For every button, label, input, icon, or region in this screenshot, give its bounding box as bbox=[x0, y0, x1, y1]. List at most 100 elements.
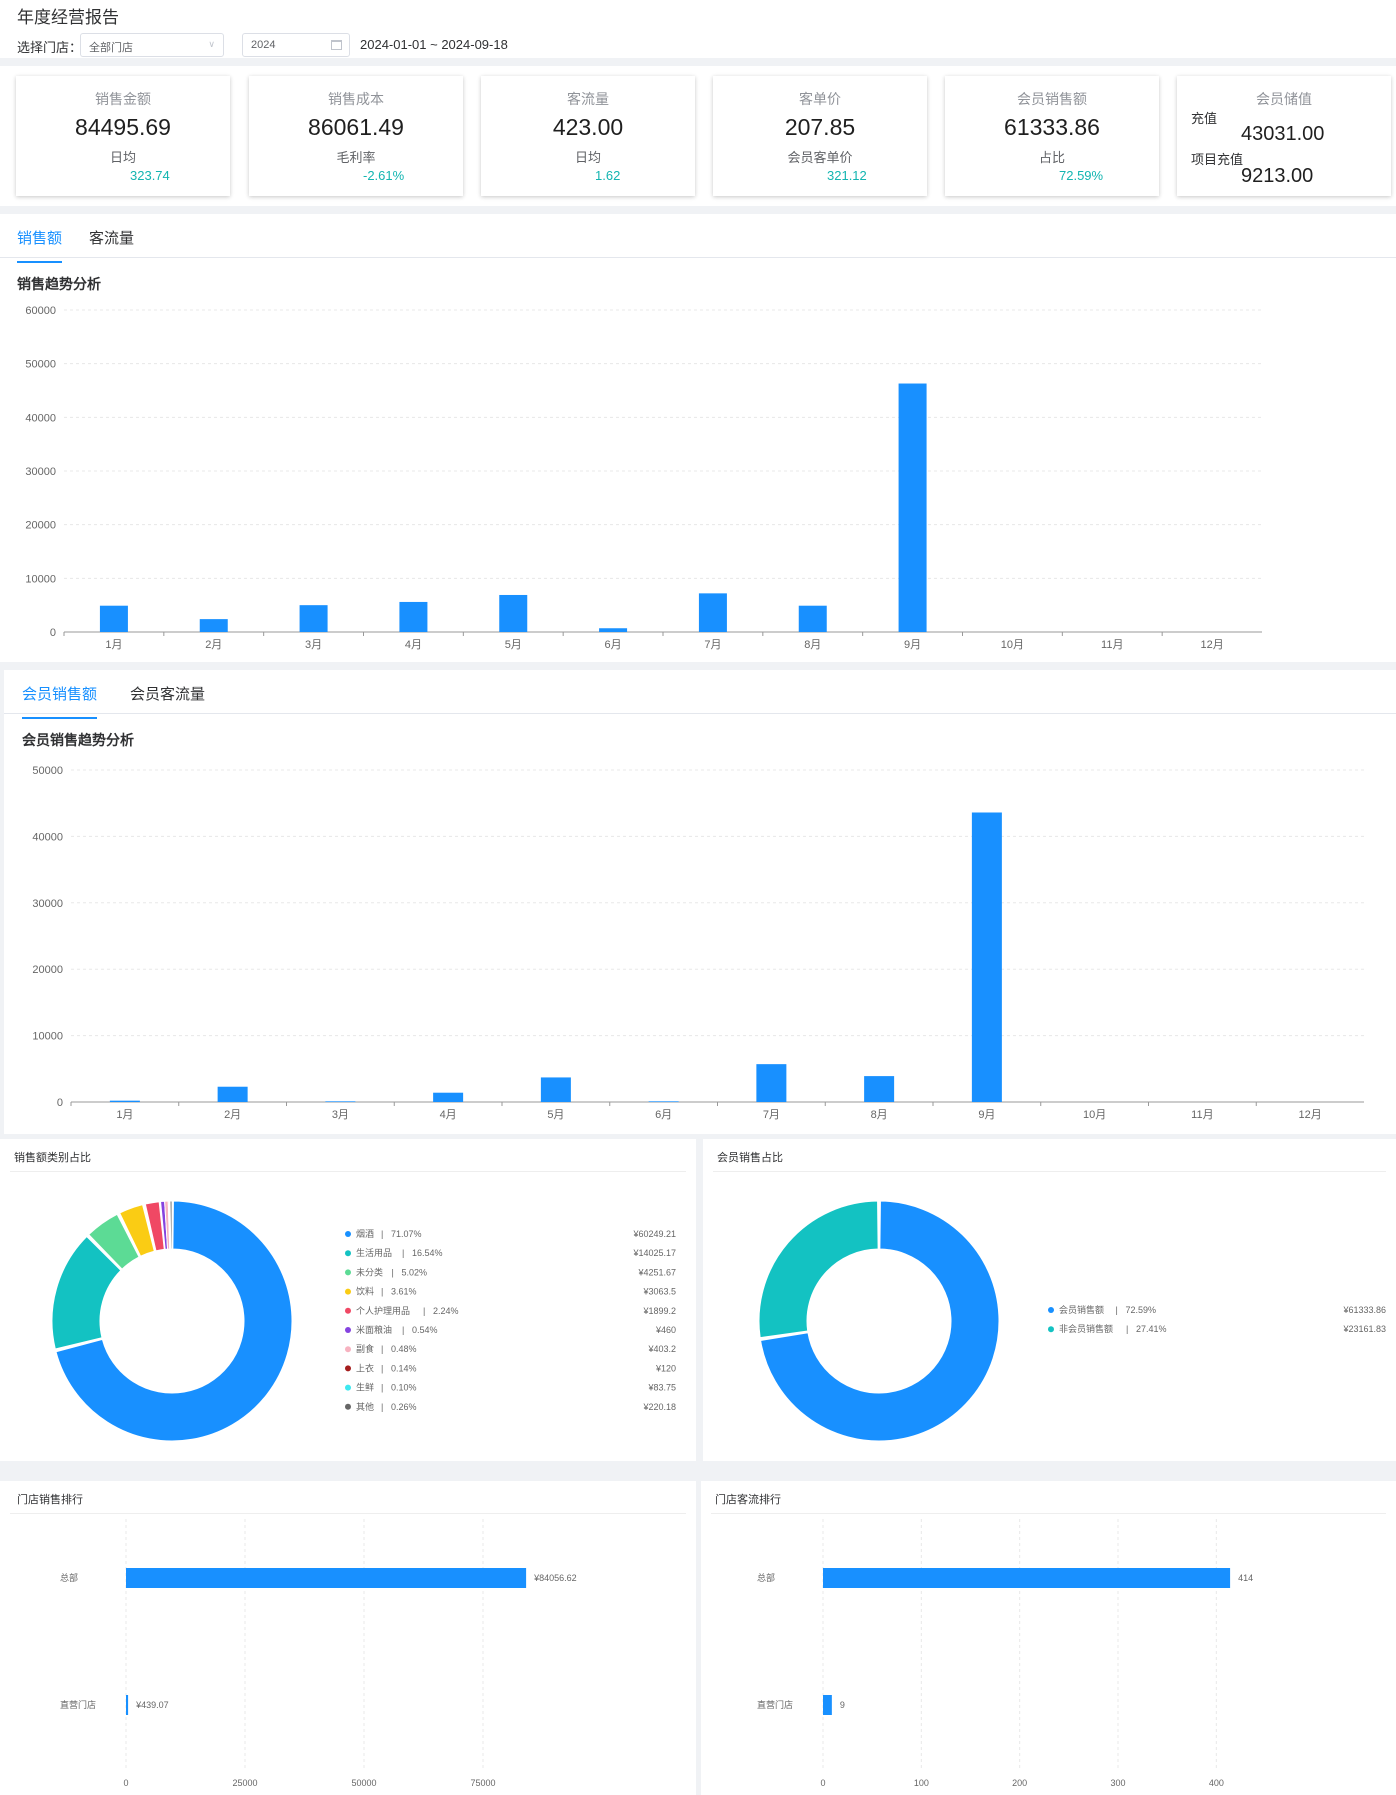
legend-name: 生活用品 bbox=[356, 1247, 392, 1258]
x-tick-label: 5月 bbox=[505, 639, 522, 651]
kpi-card-stored-value: 会员储值 充值 43031.00 项目充值 9213.00 bbox=[1177, 76, 1391, 196]
y-tick-label: 50000 bbox=[25, 359, 56, 371]
bar bbox=[823, 1695, 832, 1715]
legend-amount: ¥403.2 bbox=[647, 1344, 676, 1354]
chart-title: 会员销售趋势分析 bbox=[22, 732, 134, 748]
legend-name: 生鲜 bbox=[356, 1382, 374, 1393]
kpi-title: 会员储值 bbox=[1256, 91, 1312, 107]
chevron-down-icon: ∨ bbox=[208, 39, 215, 49]
kpi-title: 会员销售额 bbox=[1017, 91, 1087, 107]
legend-name: 个人护理用品 bbox=[356, 1305, 410, 1316]
bar bbox=[648, 1101, 679, 1102]
legend-amount: ¥120 bbox=[655, 1363, 676, 1373]
legend-separator: | bbox=[423, 1306, 425, 1316]
bar bbox=[698, 593, 727, 632]
legend-marker bbox=[345, 1231, 351, 1237]
y-tick-label: 60000 bbox=[25, 305, 56, 317]
kpi-value: 207.85 bbox=[784, 114, 856, 140]
bar bbox=[126, 1568, 527, 1588]
legend-name: 饮料 bbox=[356, 1286, 374, 1297]
legend-percent: 2.24% bbox=[433, 1306, 459, 1316]
legend-amount: ¥4251.67 bbox=[637, 1267, 676, 1277]
bar bbox=[898, 383, 927, 632]
legend-percent: 0.10% bbox=[391, 1383, 417, 1393]
bar bbox=[217, 1086, 248, 1102]
store-sales-ranking-chart: 0 25000 50000 75000 总部 ¥84056.62 直营门店 ¥439.07 bbox=[60, 1519, 577, 1788]
x-tick-label: 300 bbox=[1110, 1778, 1125, 1788]
bar bbox=[798, 605, 827, 632]
legend-percent: 3.61% bbox=[391, 1287, 417, 1297]
bar bbox=[399, 601, 428, 632]
x-tick-label: 3月 bbox=[332, 1109, 349, 1121]
x-tick-label: 7月 bbox=[763, 1109, 780, 1121]
legend-amount: ¥220.18 bbox=[642, 1402, 676, 1412]
legend-separator: | bbox=[402, 1325, 404, 1335]
page-title: 年度经营报告 bbox=[17, 8, 119, 27]
year-picker[interactable]: 2024 bbox=[242, 33, 350, 57]
y-tick-label: 10000 bbox=[32, 1031, 63, 1043]
kpi-sub-value: 72.59% bbox=[1059, 168, 1104, 183]
bar bbox=[499, 594, 528, 632]
bar bbox=[299, 605, 328, 632]
bar bbox=[540, 1077, 571, 1102]
kpi-sub-value: 1.62 bbox=[595, 168, 621, 183]
member-trend-panel: 会员销售额 会员客流量 会员销售趋势分析 0 10000 20000 30000 400… bbox=[4, 670, 1396, 1134]
x-tick-label: 6月 bbox=[605, 639, 622, 651]
x-tick-label: 100 bbox=[914, 1778, 929, 1788]
bar bbox=[756, 1064, 787, 1102]
legend-percent: 5.02% bbox=[402, 1267, 428, 1277]
y-tick-label: 20000 bbox=[32, 964, 63, 976]
divider bbox=[711, 1513, 1386, 1514]
kpi-card-ticket: 客单价 207.85 会员客单价 321.12 bbox=[713, 76, 927, 196]
x-tick-label: 10月 bbox=[1083, 1109, 1106, 1121]
kpi-sub-value: -2.61% bbox=[363, 168, 405, 183]
y-category-label: 总部 bbox=[60, 1572, 78, 1583]
x-tick-label: 25000 bbox=[232, 1778, 257, 1788]
report-header: 年度经营报告 选择门店： 全部门店 ∨ 2024 2024-01-01 ~ 20… bbox=[0, 0, 1396, 58]
category-share-panel: 销售额类别占比 烟酒 | 71.07% ¥60249.21 生活用品 | 16.54% ¥14… bbox=[0, 1139, 696, 1461]
x-tick-label: 0 bbox=[123, 1778, 128, 1788]
legend-separator: | bbox=[392, 1267, 394, 1277]
y-tick-label: 10000 bbox=[25, 573, 56, 585]
legend-marker bbox=[345, 1288, 351, 1295]
sales-trend-chart: 0 10000 20000 30000 40000 50000 60000 1月 2月 3月 4月 5… bbox=[25, 305, 1262, 651]
tab-sales[interactable]: 销售额 bbox=[17, 227, 63, 263]
y-tick-label: 50000 bbox=[32, 765, 63, 777]
kpi-sub-label: 占比 bbox=[1038, 150, 1065, 165]
tab-member-sales[interactable]: 会员销售额 bbox=[22, 683, 98, 719]
bar bbox=[99, 605, 128, 632]
panel-title: 门店客流排行 bbox=[715, 1494, 781, 1506]
legend-marker bbox=[345, 1269, 351, 1276]
x-tick-label: 2月 bbox=[224, 1109, 241, 1121]
store-select[interactable]: 全部门店 ∨ bbox=[80, 33, 224, 57]
kpi-value: 84495.69 bbox=[75, 114, 171, 140]
recharge-value: 43031.00 bbox=[1241, 123, 1325, 145]
legend-marker bbox=[345, 1307, 351, 1314]
legend-name: 未分类 bbox=[356, 1266, 383, 1277]
legend-marker bbox=[345, 1250, 351, 1257]
legend-percent: 72.59% bbox=[1126, 1305, 1157, 1315]
bar bbox=[864, 1076, 895, 1102]
tab-member-traffic[interactable]: 会员客流量 bbox=[130, 686, 206, 703]
pie-slice bbox=[55, 1200, 293, 1442]
pie-slice bbox=[169, 1200, 173, 1250]
legend-amount: ¥460 bbox=[655, 1325, 676, 1335]
x-tick-label: 8月 bbox=[871, 1109, 888, 1121]
calendar-icon bbox=[331, 40, 342, 50]
legend-marker bbox=[1048, 1326, 1054, 1333]
tab-traffic[interactable]: 客流量 bbox=[89, 230, 135, 247]
bar bbox=[433, 1092, 464, 1102]
legend-separator: | bbox=[381, 1402, 383, 1412]
project-recharge-value: 9213.00 bbox=[1241, 165, 1314, 187]
divider bbox=[10, 1171, 686, 1172]
kpi-row: 销售金额 84495.69 日均 323.74 销售成本 86061.49 毛利… bbox=[0, 66, 1396, 206]
legend-separator: | bbox=[402, 1248, 404, 1258]
legend-separator: | bbox=[381, 1344, 383, 1354]
legend-amount: ¥3063.5 bbox=[642, 1287, 676, 1297]
legend-percent: 0.54% bbox=[412, 1325, 438, 1335]
bar-value-label: 414 bbox=[1238, 1573, 1253, 1583]
legend-name: 其他 bbox=[356, 1401, 374, 1412]
x-tick-label: 10月 bbox=[1001, 639, 1024, 651]
